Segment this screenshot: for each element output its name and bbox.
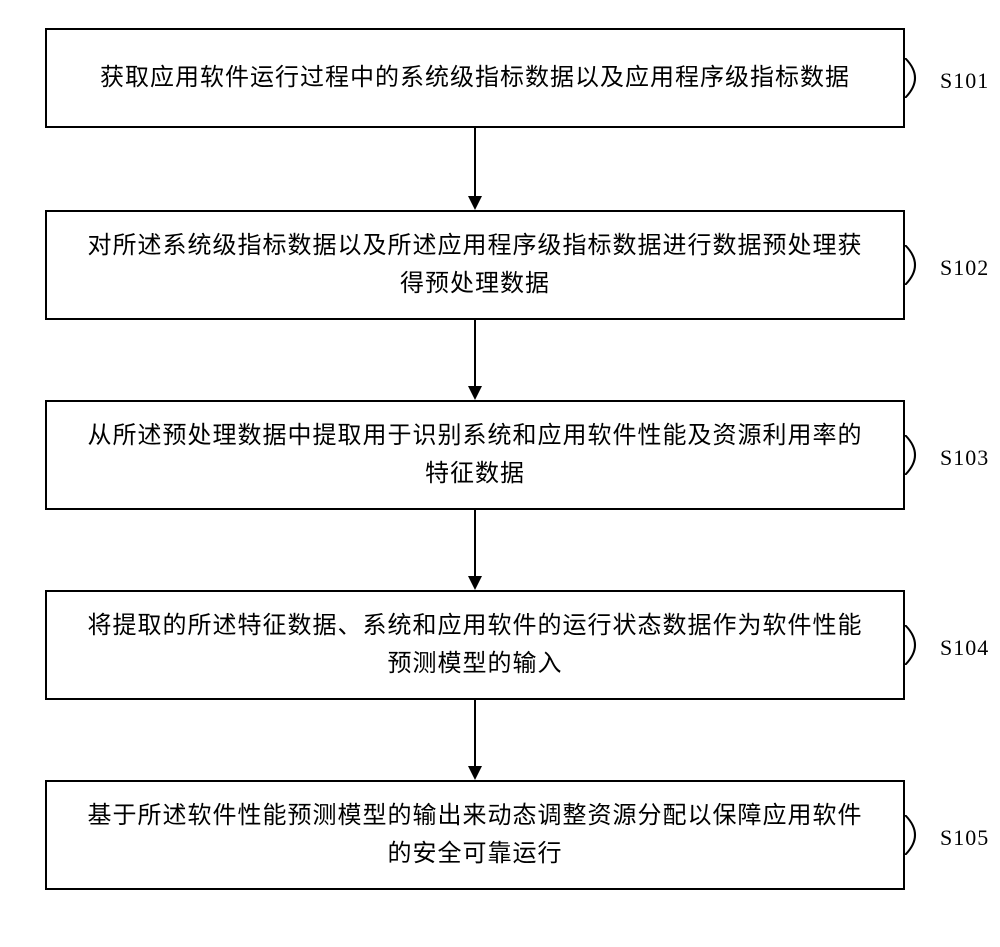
step-text-s102: 对所述系统级指标数据以及所述应用程序级指标数据进行数据预处理获得预处理数据 [77, 227, 873, 304]
step-label-s102: S102 [940, 255, 989, 281]
arrow-2 [465, 320, 485, 400]
step-label-s103: S103 [940, 445, 989, 471]
step-text-s101: 获取应用软件运行过程中的系统级指标数据以及应用程序级指标数据 [100, 59, 850, 97]
step-curve-s103 [905, 435, 940, 480]
step-label-s101: S101 [940, 68, 989, 94]
step-curve-s104 [905, 625, 940, 670]
flowchart-canvas: 获取应用软件运行过程中的系统级指标数据以及应用程序级指标数据 S101 对所述系… [0, 0, 1000, 947]
arrow-4 [465, 700, 485, 780]
step-box-s104: 将提取的所述特征数据、系统和应用软件的运行状态数据作为软件性能预测模型的输入 [45, 590, 905, 700]
step-box-s102: 对所述系统级指标数据以及所述应用程序级指标数据进行数据预处理获得预处理数据 [45, 210, 905, 320]
step-curve-s101 [905, 58, 940, 103]
step-curve-s102 [905, 245, 940, 290]
step-text-s103: 从所述预处理数据中提取用于识别系统和应用软件性能及资源利用率的特征数据 [77, 417, 873, 494]
step-curve-s105 [905, 815, 940, 860]
step-box-s103: 从所述预处理数据中提取用于识别系统和应用软件性能及资源利用率的特征数据 [45, 400, 905, 510]
step-box-s101: 获取应用软件运行过程中的系统级指标数据以及应用程序级指标数据 [45, 28, 905, 128]
step-text-s104: 将提取的所述特征数据、系统和应用软件的运行状态数据作为软件性能预测模型的输入 [77, 607, 873, 684]
arrow-1 [465, 128, 485, 210]
step-text-s105: 基于所述软件性能预测模型的输出来动态调整资源分配以保障应用软件的安全可靠运行 [77, 797, 873, 874]
step-box-s105: 基于所述软件性能预测模型的输出来动态调整资源分配以保障应用软件的安全可靠运行 [45, 780, 905, 890]
arrow-3 [465, 510, 485, 590]
step-label-s105: S105 [940, 825, 989, 851]
step-label-s104: S104 [940, 635, 989, 661]
